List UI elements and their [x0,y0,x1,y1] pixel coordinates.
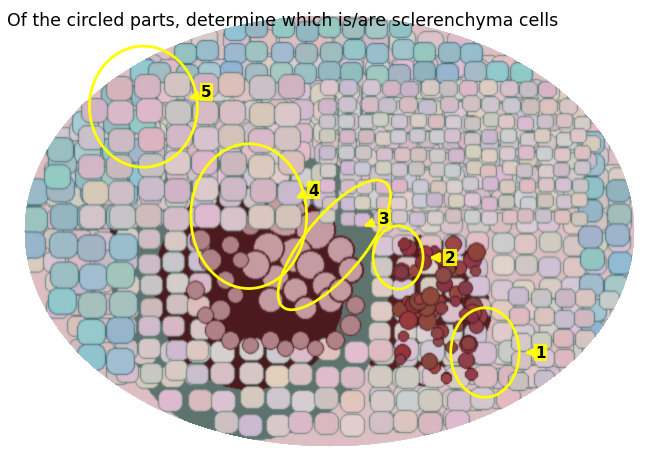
Text: 2: 2 [445,250,455,265]
Text: 3: 3 [379,211,390,226]
Text: 5: 5 [201,85,212,100]
Text: Of the circled parts, determine which is/are sclerenchyma cells: Of the circled parts, determine which is… [7,12,558,30]
Text: 1: 1 [536,345,546,360]
Text: 4: 4 [308,183,318,198]
